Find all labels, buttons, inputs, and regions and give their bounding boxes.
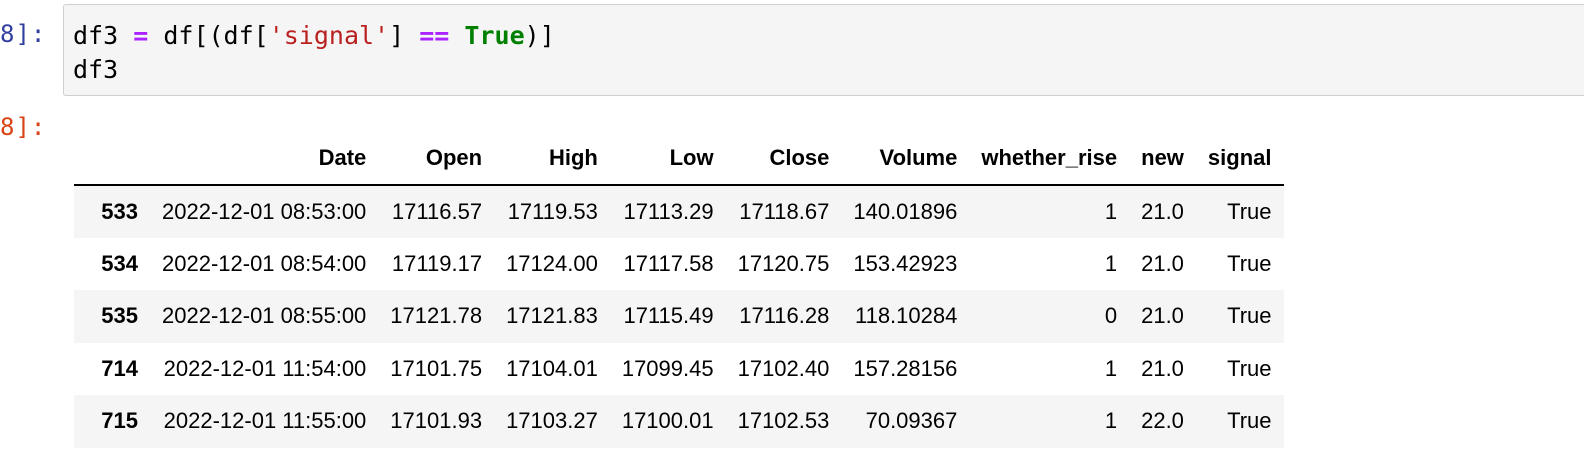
column-header-date: Date [150, 132, 379, 186]
cell-date: 2022-12-01 08:53:00 [162, 198, 367, 224]
table-row: 533 2022-12-01 08:53:00 17116.57 17119.5… [74, 185, 1284, 238]
cell-volume: 140.01896 [853, 198, 958, 224]
cell-new: 21.0 [1141, 198, 1184, 224]
cell-whether-rise: 1 [1104, 198, 1118, 224]
column-header-whether-rise: whether_rise [969, 132, 1130, 186]
code-text[interactable]: df3 = df[(df['signal'] == True)] df3 [73, 19, 555, 87]
cell-date: 2022-12-01 08:55:00 [162, 303, 367, 329]
table-row: 534 2022-12-01 08:54:00 17119.17 17124.0… [74, 238, 1284, 291]
code-eq-operator: == [419, 21, 450, 50]
cell-volume: 153.42923 [853, 250, 958, 276]
cell-low: 17117.58 [623, 250, 714, 276]
cell-close: 17102.53 [737, 408, 830, 434]
cell-whether-rise: 1 [1104, 408, 1118, 434]
column-header-high: High [494, 132, 610, 186]
column-header-low: Low [609, 132, 726, 186]
cell-high: 17121.83 [506, 303, 598, 329]
cell-new: 22.0 [1141, 408, 1184, 434]
cell-volume: 157.28156 [853, 355, 958, 381]
cell-low: 17099.45 [621, 355, 714, 381]
code-bracket-close: ] [389, 21, 405, 50]
table-row: 714 2022-12-01 11:54:00 17101.75 17104.0… [74, 343, 1284, 396]
cell-high: 17103.27 [506, 408, 598, 434]
cell-whether-rise: 1 [1104, 250, 1118, 276]
code-assign-operator: = [133, 21, 149, 50]
column-header-volume: Volume [841, 132, 970, 186]
cell-close: 17120.75 [737, 250, 830, 276]
index-header [74, 132, 150, 186]
code-expr-start: df[(df[ [163, 21, 269, 50]
cell-new: 21.0 [1141, 355, 1184, 381]
cell-signal: True [1227, 303, 1272, 329]
code-var: df3 [73, 21, 119, 50]
code-cell-editor[interactable]: df3 = df[(df['signal'] == True)] df3 [63, 4, 1584, 96]
row-index: 714 [101, 355, 138, 381]
cell-signal: True [1227, 250, 1272, 276]
cell-open: 17121.78 [390, 303, 483, 329]
cell-whether-rise: 0 [1104, 303, 1118, 329]
row-index: 535 [101, 303, 138, 329]
cell-volume: 70.09367 [865, 408, 958, 434]
code-line-2: df3 [73, 55, 119, 84]
table-row: 715 2022-12-01 11:55:00 17101.93 17103.2… [74, 395, 1284, 448]
input-prompt: 8]: [0, 20, 47, 48]
cell-date: 2022-12-01 11:54:00 [163, 355, 367, 381]
cell-signal: True [1227, 198, 1272, 224]
table-header-row: Date Open High Low Close Volume whether_… [74, 132, 1284, 186]
code-string-literal: 'signal' [268, 21, 390, 50]
cell-signal: True [1227, 355, 1272, 381]
cell-low: 17115.49 [623, 303, 714, 329]
dataframe-table: Date Open High Low Close Volume whether_… [74, 132, 1284, 448]
code-keyword-true: True [464, 21, 525, 50]
cell-high: 17119.53 [507, 198, 598, 224]
cell-close: 17116.28 [739, 303, 830, 329]
cell-close: 17118.67 [739, 198, 830, 224]
row-index: 715 [101, 408, 138, 434]
cell-high: 17104.01 [506, 355, 598, 381]
cell-date: 2022-12-01 11:55:00 [163, 408, 367, 434]
cell-new: 21.0 [1141, 250, 1184, 276]
code-line-1: df3 = df[(df['signal'] == True)] [73, 21, 555, 50]
cell-open: 17101.93 [390, 408, 483, 434]
cell-new: 21.0 [1141, 303, 1184, 329]
cell-close: 17102.40 [737, 355, 830, 381]
row-index: 533 [101, 198, 138, 224]
cell-date: 2022-12-01 08:54:00 [162, 250, 367, 276]
column-header-new: new [1129, 132, 1196, 186]
cell-open: 17116.57 [391, 198, 483, 224]
cell-low: 17113.29 [623, 198, 714, 224]
cell-high: 17124.00 [506, 250, 598, 276]
cell-open: 17101.75 [390, 355, 483, 381]
cell-low: 17100.01 [621, 408, 714, 434]
output-prompt: 8]: [0, 113, 47, 141]
row-index: 534 [101, 250, 138, 276]
code-expr-end: )] [524, 21, 555, 50]
cell-whether-rise: 1 [1104, 355, 1118, 381]
column-header-open: Open [378, 132, 495, 186]
table-row: 535 2022-12-01 08:55:00 17121.78 17121.8… [74, 290, 1284, 343]
column-header-signal: signal [1195, 132, 1284, 186]
cell-signal: True [1227, 408, 1272, 434]
cell-open: 17119.17 [391, 250, 483, 276]
column-header-close: Close [725, 132, 842, 186]
cell-volume: 118.10284 [854, 303, 958, 329]
